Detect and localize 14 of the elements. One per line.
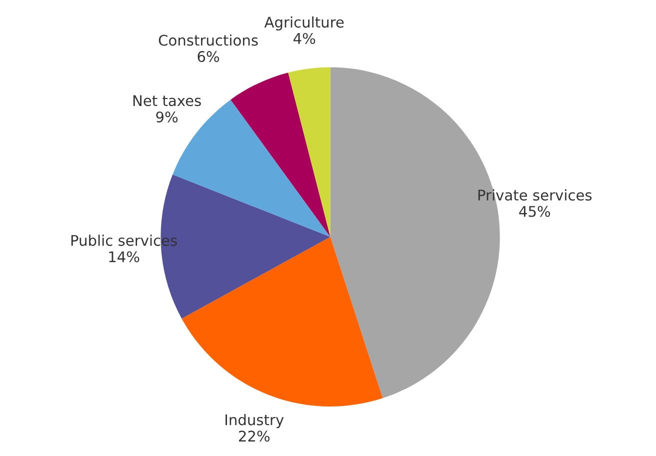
data-label: 45%	[519, 206, 550, 217]
data-label: 22%	[238, 430, 270, 442]
data-label: 4%	[294, 32, 316, 44]
pie-slice	[182, 236, 383, 406]
data-label: 6%	[198, 51, 220, 62]
pie-slice	[230, 72, 330, 237]
slice-label: Agriculture	[264, 16, 344, 31]
slice-label: Constructions	[158, 34, 258, 46]
slice-label: Net taxes	[133, 95, 201, 106]
data-label: 14%	[109, 251, 140, 262]
slice-label: Private services	[478, 189, 592, 201]
slice-label: Industry	[226, 414, 284, 428]
data-label: 9%	[156, 111, 178, 122]
pie-slice	[288, 67, 330, 237]
